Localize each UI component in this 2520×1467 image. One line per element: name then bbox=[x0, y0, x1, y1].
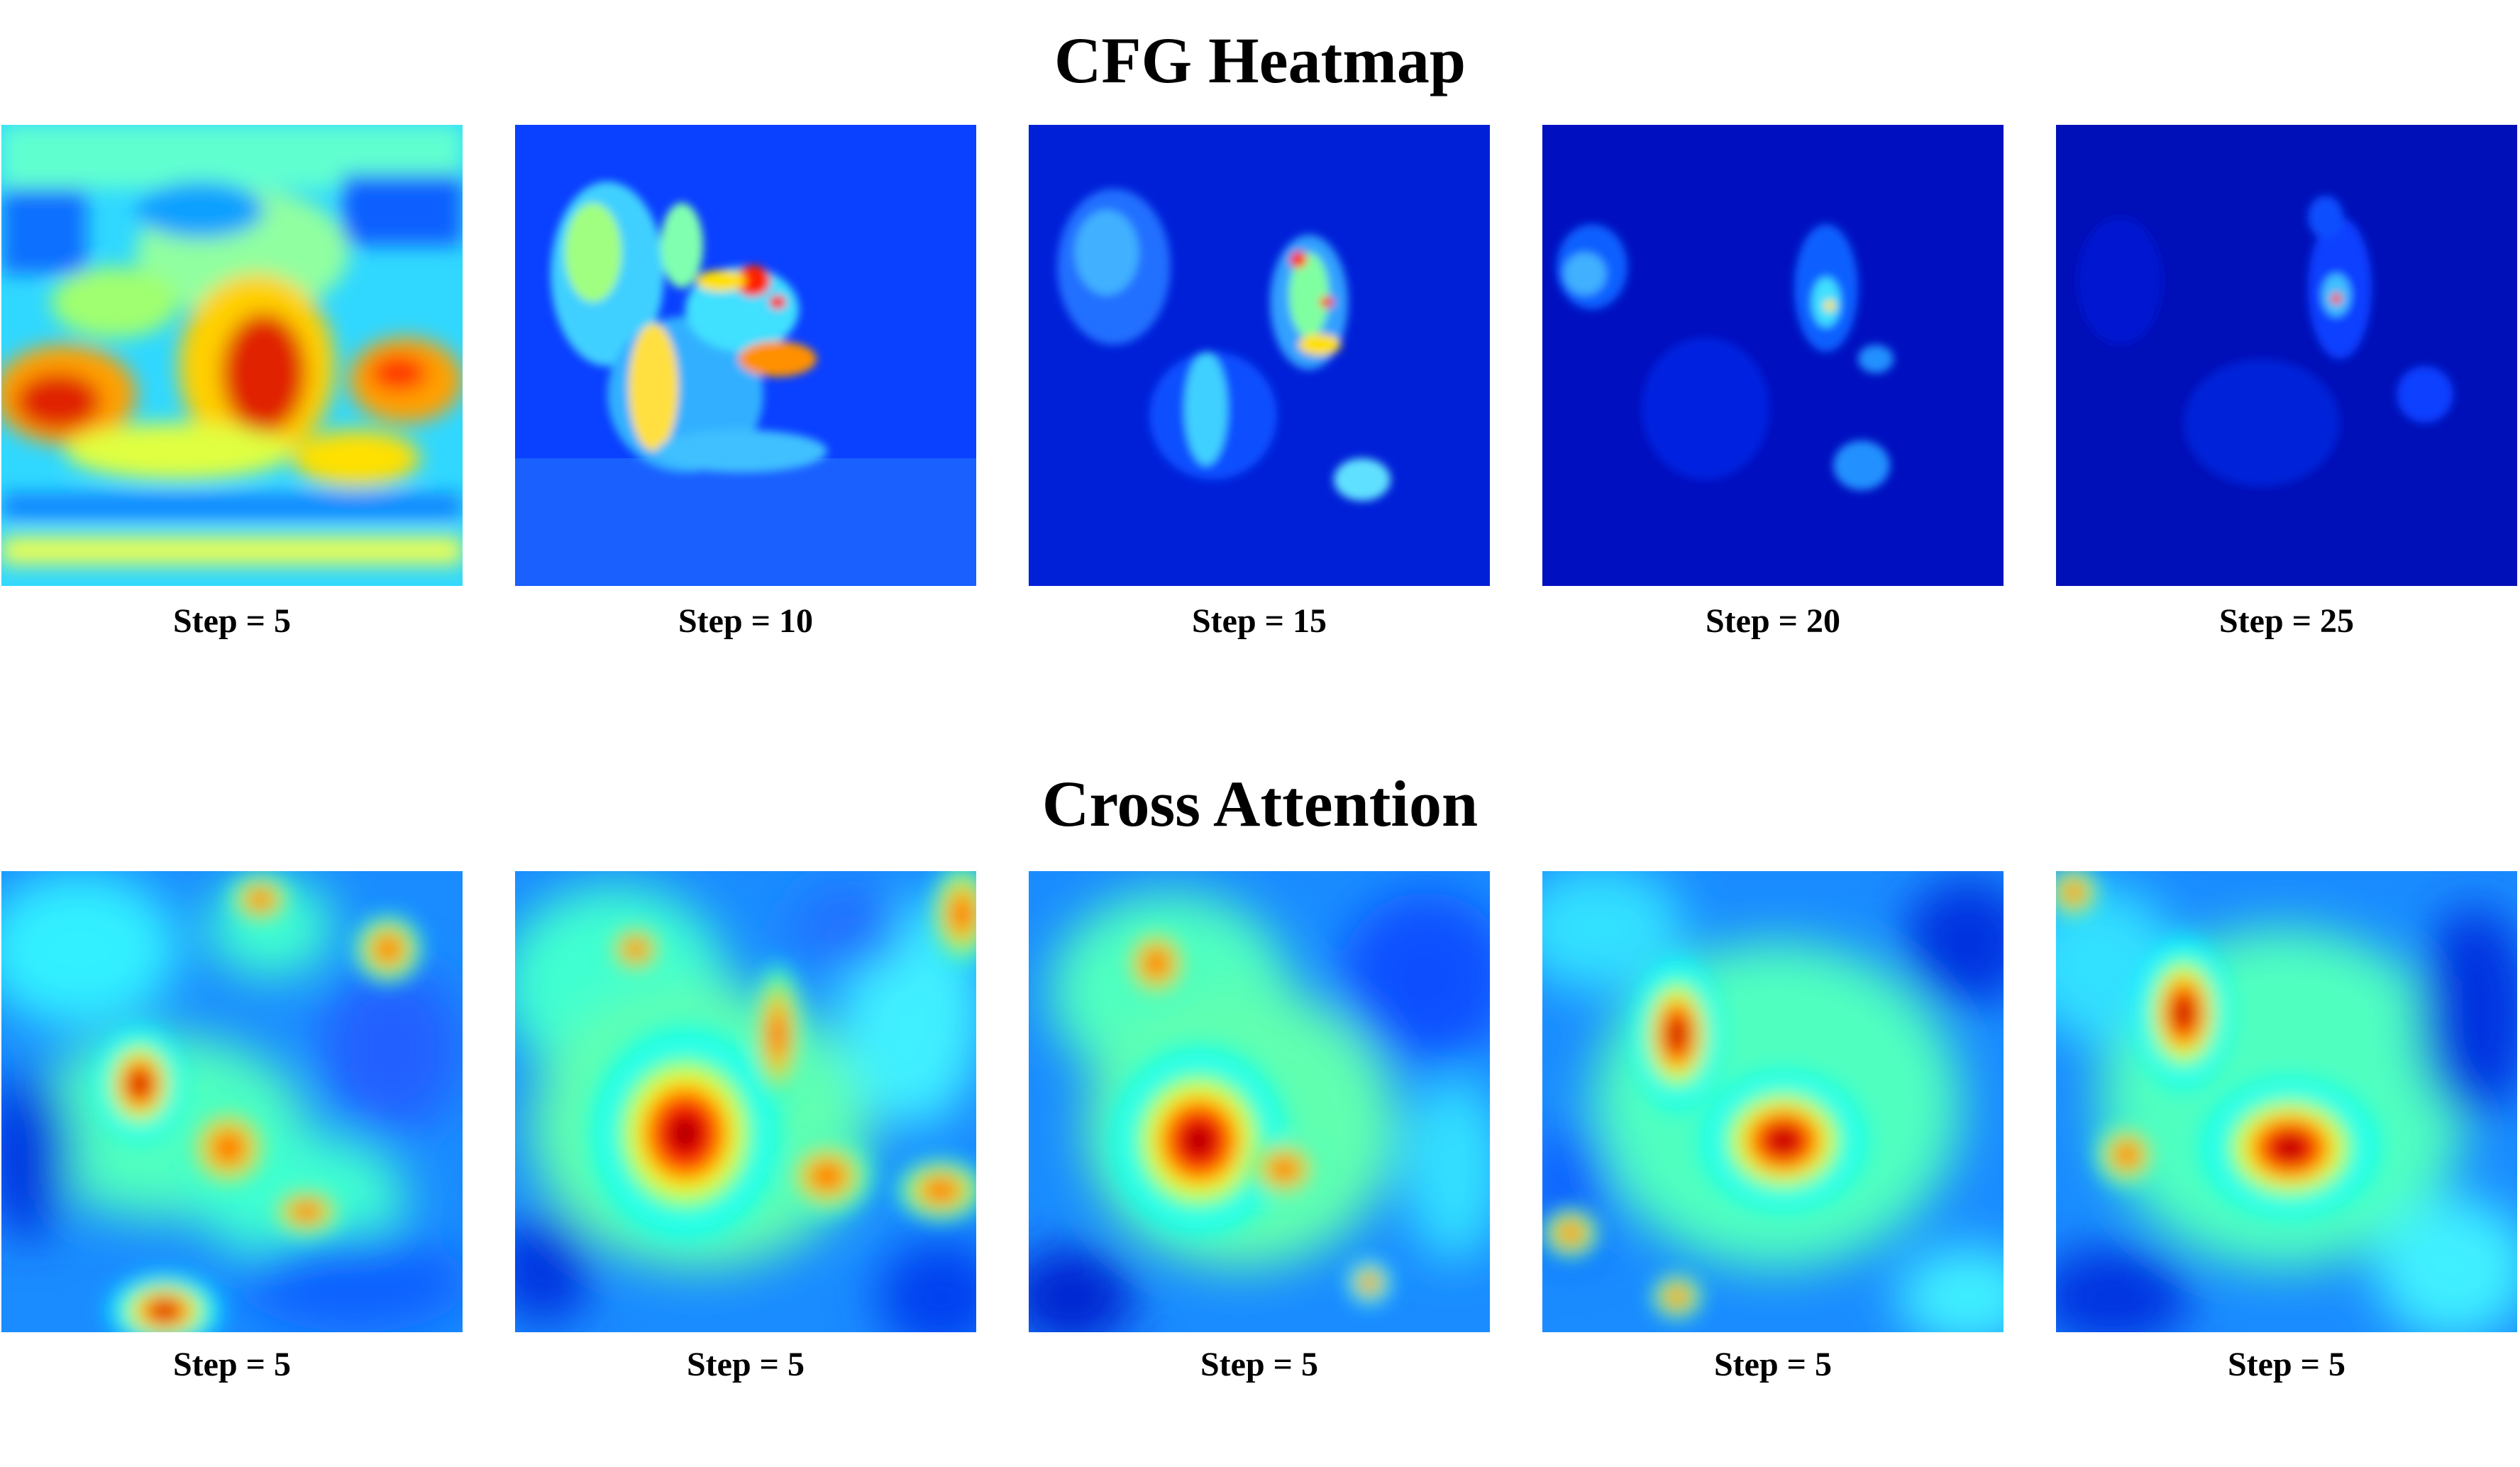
cfg-panel: Step = 25 bbox=[2056, 125, 2517, 640]
cross-attention-row: Step = 5 Step = 5 bbox=[0, 871, 2520, 1467]
cross-attention-panel: Step = 5 bbox=[2056, 871, 2517, 1383]
cross-attention-step-caption: Step = 5 bbox=[172, 1346, 292, 1383]
cfg-step-caption: Step = 5 bbox=[172, 602, 292, 640]
cross-attention-panel: Step = 5 bbox=[515, 871, 976, 1383]
cross-attention-heatmap-image bbox=[515, 871, 976, 1332]
cfg-panel: Step = 20 bbox=[1542, 125, 2004, 640]
cfg-heatmap-image bbox=[1542, 125, 2004, 586]
cfg-step-caption: Step = 15 bbox=[1191, 602, 1327, 640]
cross-attention-section-title: Cross Attention bbox=[1041, 768, 1479, 840]
cfg-heatmap-image bbox=[2056, 125, 2517, 586]
cross-attention-heatmap-image bbox=[1542, 871, 2004, 1332]
cfg-step-caption: Step = 20 bbox=[1705, 602, 1841, 640]
cross-attention-step-caption: Step = 5 bbox=[686, 1346, 805, 1383]
cross-attention-step-caption: Step = 5 bbox=[1200, 1346, 1319, 1383]
cfg-heatmap-image bbox=[1029, 125, 1490, 586]
cfg-heatmap-row: Step = 5 Step = 10 bbox=[0, 125, 2520, 721]
cross-attention-panel: Step = 5 bbox=[1542, 871, 2004, 1383]
cfg-panel: Step = 5 bbox=[1, 125, 463, 640]
cross-attention-step-caption: Step = 5 bbox=[2227, 1346, 2346, 1383]
cross-attention-heatmap-image bbox=[2056, 871, 2517, 1332]
cross-attention-heatmap-image bbox=[1, 871, 463, 1332]
cfg-heatmap-image bbox=[515, 125, 976, 586]
cfg-step-caption: Step = 25 bbox=[2218, 602, 2355, 640]
cfg-panel: Step = 10 bbox=[515, 125, 976, 640]
cfg-step-caption: Step = 10 bbox=[678, 602, 814, 640]
cfg-heatmap-image bbox=[1, 125, 463, 586]
cross-attention-heatmap-image bbox=[1029, 871, 1490, 1332]
cfg-section-title: CFG Heatmap bbox=[1054, 24, 1466, 96]
cfg-panel: Step = 15 bbox=[1029, 125, 1490, 640]
cross-attention-step-caption: Step = 5 bbox=[1713, 1346, 1833, 1383]
cross-attention-panel: Step = 5 bbox=[1029, 871, 1490, 1383]
cross-attention-panel: Step = 5 bbox=[1, 871, 463, 1383]
